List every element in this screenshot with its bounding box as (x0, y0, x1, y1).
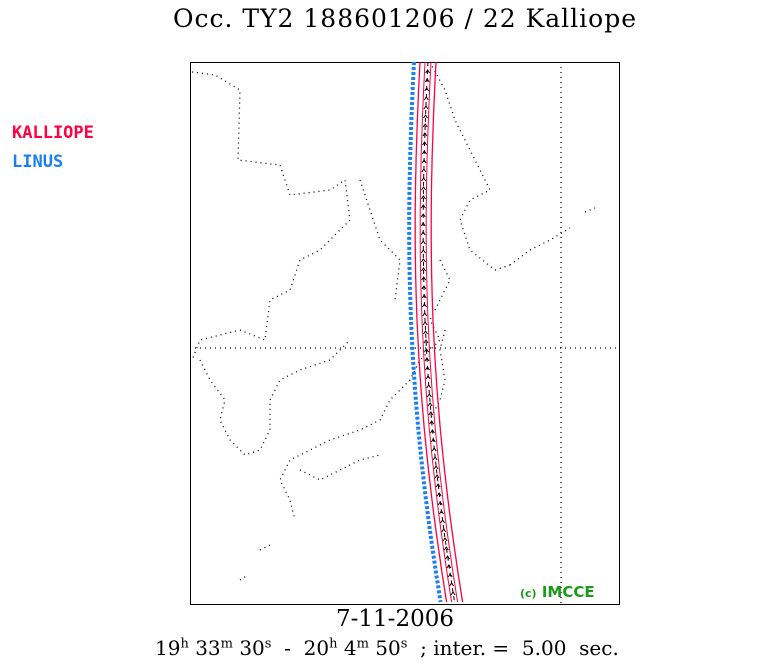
event-date: 7-11-2006 (336, 606, 454, 632)
time-tick-mark (427, 402, 433, 407)
time-tick-mark (421, 294, 427, 299)
copyright-imcce: (c) IMCCE (520, 583, 595, 601)
kalliope-inner-west (419, 61, 453, 603)
time-tick-mark (424, 348, 429, 353)
time-tick-mark (445, 555, 450, 560)
coast-japan-west (279, 259, 451, 521)
time-tick-mark (421, 186, 426, 191)
time-tick-mark (437, 501, 443, 506)
time-tick-mark (420, 231, 426, 236)
time-tick-mark (449, 582, 455, 587)
time-tick-mark (429, 420, 435, 425)
time-tick-mark (425, 366, 430, 371)
time-tick-mark (424, 87, 430, 92)
time-tick-mark (446, 564, 452, 569)
time-tick-mark (422, 132, 428, 137)
time-tick-mark (434, 474, 440, 479)
time-tick-mark (424, 357, 430, 362)
time-tick-mark (439, 510, 444, 515)
time-tick-mark (423, 105, 429, 110)
legend-linus: LINUS (12, 152, 64, 172)
coast-japan-east (429, 329, 446, 421)
time-tick-mark (421, 159, 427, 164)
kalliope-limit-west (414, 61, 448, 603)
time-tick-mark (441, 528, 447, 533)
time-tick-mark (422, 123, 428, 128)
kalliope-limit-east (430, 61, 464, 603)
coast-kyushu (299, 454, 381, 481)
time-tick-mark (421, 276, 427, 281)
time-tick-mark (426, 384, 432, 389)
time-tick-mark (423, 339, 429, 344)
map-frame (190, 62, 620, 605)
time-tick-mark (432, 456, 438, 461)
time-tick-mark (422, 303, 427, 308)
time-tick-mark (431, 447, 437, 452)
time-tick-mark (435, 483, 441, 488)
time-tick-mark (447, 573, 453, 578)
coast-sakhalin-east (429, 61, 511, 271)
time-tick-mark (426, 393, 432, 398)
time-tick-mark (440, 519, 446, 524)
time-tick-mark (421, 177, 427, 182)
time-tick-mark (424, 78, 430, 83)
time-tick-mark (420, 213, 426, 218)
time-tick-mark (422, 141, 428, 146)
time-tick-mark (420, 204, 426, 209)
coastlines (190, 61, 619, 604)
time-tick-mark (420, 258, 426, 263)
time-tick-mark (443, 546, 449, 551)
time-tick-mark (423, 96, 429, 101)
time-tick-mark (420, 240, 426, 245)
time-tick-mark (428, 411, 434, 416)
coast-korea (199, 339, 351, 456)
time-tick-mark (433, 465, 439, 470)
kalliope-inner-east (425, 61, 459, 603)
occultation-tracks (407, 61, 464, 603)
time-tick-mark (450, 591, 456, 596)
time-tick-mark (425, 375, 431, 380)
time-tick-mark (421, 285, 427, 290)
time-tick-mark (420, 222, 426, 227)
plot-title: Occ. TY2 188601206 / 22 Kalliope (172, 4, 638, 33)
time-tick-mark (425, 69, 431, 74)
linus-track (407, 61, 443, 603)
time-tick-mark (423, 114, 428, 119)
time-tick-mark (442, 537, 448, 542)
time-tick-mark (430, 429, 435, 434)
time-tick-mark (421, 150, 427, 155)
time-tick-mark (420, 195, 426, 200)
time-tick-mark (422, 312, 428, 317)
time-tick-mark (421, 168, 427, 173)
time-tick-mark (436, 492, 442, 497)
time-range: 19h 33m 30s - 20h 4m 50s ; inter. = 5.00… (155, 636, 619, 660)
time-tick-mark (421, 267, 426, 272)
coast-mainland (191, 71, 351, 361)
time-tick-mark (423, 330, 428, 335)
coast-kurils (509, 227, 571, 266)
time-tick-mark (422, 321, 428, 326)
time-tick-mark (420, 249, 426, 254)
legend-kalliope: KALLIOPE (12, 123, 94, 143)
time-tick-mark (430, 438, 436, 443)
coast-sakhalin-west (359, 179, 401, 301)
